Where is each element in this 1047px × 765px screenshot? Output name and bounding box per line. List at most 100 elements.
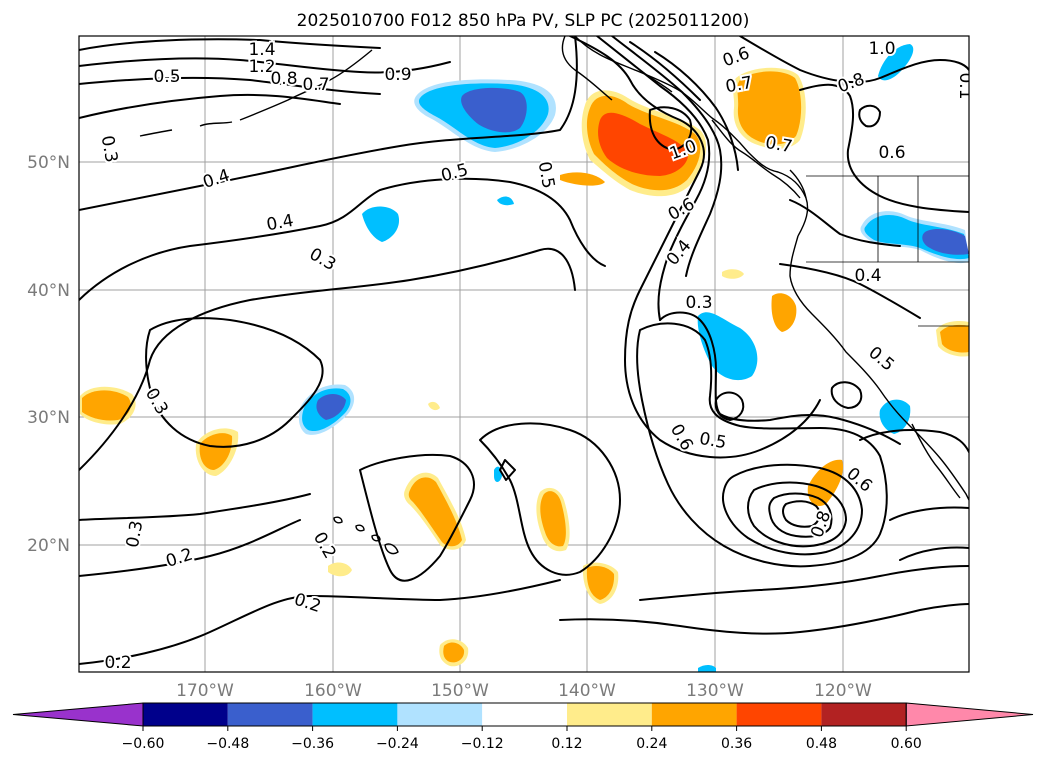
contour-line — [79, 36, 578, 211]
contour-line — [636, 322, 888, 568]
lat-label: 50°N — [27, 153, 70, 173]
contour-label: 0.7 — [764, 133, 794, 157]
slp-contours — [79, 36, 969, 665]
contour-line — [747, 481, 847, 548]
lat-label: 20°N — [27, 536, 70, 556]
contour-line — [79, 247, 576, 471]
lat-label: 30°N — [27, 408, 70, 428]
colorbar-tick-label: −0.36 — [291, 736, 334, 752]
contour-line — [782, 500, 821, 528]
contour-line — [722, 463, 863, 556]
contour-line — [714, 391, 745, 421]
state-border — [917, 176, 969, 327]
colorbar: −0.60 −0.48 −0.36 −0.24 −0.12 0.12 0.24 0.36 0.4… — [12, 702, 1034, 752]
political-borders — [806, 175, 969, 327]
colorbar-outline — [142, 702, 907, 727]
contour-line — [79, 57, 451, 74]
pv-negative-region — [497, 196, 514, 206]
pv-negative-region — [362, 206, 400, 242]
pv-positive-region — [940, 324, 969, 353]
colorbar-tick-label: −0.24 — [376, 736, 419, 752]
pv-positive-region — [807, 459, 844, 506]
contour-line — [779, 263, 921, 319]
map-area: 1.4 1.2 0.8 0.7 0.5 0.9 0.3 0.4 0.4 0.3 … — [79, 36, 975, 672]
bc-coast — [711, 119, 801, 199]
pv-negative-region — [461, 87, 527, 133]
contour-line — [739, 36, 969, 84]
contour-label: 1.2 — [248, 57, 275, 77]
lat-label: 40°N — [27, 281, 70, 301]
pv-positive-region — [328, 562, 352, 577]
pv-positive-region — [443, 642, 465, 663]
contour-label: 0.1 — [955, 72, 975, 99]
contour-label: 0.3 — [685, 293, 712, 313]
pv-negative-region — [922, 229, 969, 255]
contour-line — [499, 459, 516, 481]
pv-positive-region — [598, 112, 689, 176]
us-west-coast — [789, 235, 969, 501]
colorbar-segment — [651, 703, 737, 726]
pv-positive-region — [722, 269, 744, 279]
vancouver-island — [789, 169, 807, 199]
contour-line — [596, 36, 711, 321]
lon-label: 160°W — [304, 681, 362, 701]
latitude-labels: 50°N 40°N 30°N 20°N — [27, 153, 70, 556]
colorbar-tick-label: 0.12 — [551, 736, 582, 752]
colorbar-segment — [821, 703, 907, 726]
contour-label: 0.7 — [302, 75, 329, 95]
contour-line — [569, 36, 821, 459]
pv-positive-region — [560, 172, 605, 186]
contour-label: 0.6 — [878, 143, 905, 163]
contour-label: 0.4 — [854, 266, 881, 286]
contour-line — [639, 565, 969, 601]
pv-fill-regions — [80, 44, 969, 672]
lon-label: 140°W — [558, 681, 616, 701]
colorbar-tick-label: 0.36 — [721, 736, 752, 752]
contour-line — [830, 381, 863, 409]
colorbar-tick-label: 0.60 — [891, 736, 922, 752]
coastlines — [139, 36, 969, 555]
contour-line — [145, 317, 324, 448]
contour-line — [858, 104, 881, 128]
colorbar-tick-label: 0.24 — [636, 736, 667, 752]
pv-positive-region — [586, 566, 615, 600]
contour-label: 0.5 — [153, 67, 180, 87]
contour-line — [768, 492, 833, 538]
contour-line — [79, 38, 381, 51]
pv-positive-region — [428, 401, 440, 411]
baja-coast — [911, 423, 961, 499]
contour-line — [559, 603, 969, 635]
map-frame — [78, 35, 970, 673]
colorbar-tick-label: 0.48 — [806, 736, 837, 752]
colorbar-tick-label: −0.60 — [122, 736, 165, 752]
pv-negative-region — [698, 665, 716, 672]
colorbar-tick-label: −0.12 — [461, 736, 504, 752]
pv-negative-region — [697, 312, 758, 381]
contour-line — [79, 579, 561, 665]
aleutian-islands — [139, 49, 373, 137]
contour-line — [79, 177, 606, 301]
colorbar-segment — [227, 703, 313, 726]
contour-line — [79, 493, 311, 521]
contour-line — [359, 453, 475, 582]
contour-line — [859, 429, 969, 453]
contour-line — [611, 36, 723, 277]
contour-line — [648, 106, 693, 151]
pv-positive-region — [82, 390, 131, 421]
pv-positive-region — [737, 71, 802, 145]
colorbar-segment — [482, 703, 567, 726]
contour-label: 0.9 — [384, 65, 411, 85]
contour-line — [899, 546, 969, 561]
lon-label: 130°W — [686, 681, 744, 701]
contour-line — [479, 422, 621, 576]
colorbar-extend-max — [905, 702, 1034, 727]
colorbar-segment — [312, 703, 398, 726]
contour-label: 1.0 — [868, 39, 895, 59]
lon-label: 150°W — [431, 681, 489, 701]
colorbar-segment — [143, 703, 228, 726]
colorbar-segment — [736, 703, 822, 726]
pv-negative-region — [316, 394, 346, 420]
pv-positive-region — [408, 477, 462, 547]
contour-line — [79, 519, 301, 577]
